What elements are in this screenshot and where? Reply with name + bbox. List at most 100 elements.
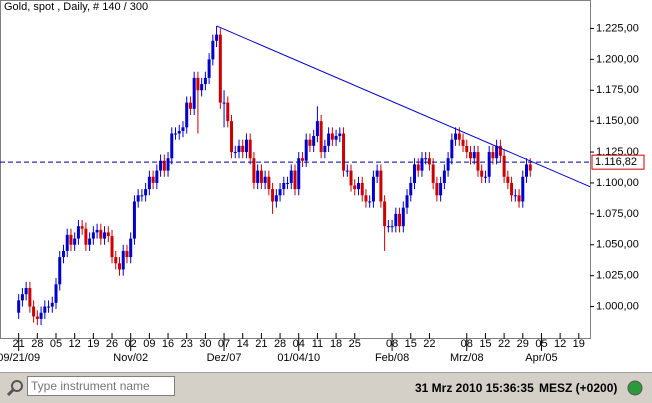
candle-body: [300, 158, 304, 161]
status-bar: 31 Mrz 2010 15:36:35 MESZ (+0200): [0, 372, 652, 403]
candle-body: [259, 170, 263, 183]
candle-body: [315, 121, 319, 136]
candle-body: [162, 160, 166, 171]
candle-body: [215, 34, 219, 41]
candle-body: [140, 195, 144, 197]
x-tick-label: 15: [479, 338, 491, 350]
candle-body: [461, 139, 465, 146]
candle-body: [420, 158, 424, 171]
candle-body: [353, 185, 357, 190]
candle-body: [177, 131, 181, 134]
candle-body: [483, 176, 487, 178]
plot-frame: [0, 0, 591, 339]
candle-body: [95, 229, 99, 233]
y-tick-label: 1.225,00: [596, 22, 639, 34]
candle-body: [401, 207, 405, 227]
candle-body: [84, 228, 88, 245]
candle-body: [375, 170, 379, 177]
x-tick-label: 11: [312, 338, 323, 350]
candle-body: [188, 102, 192, 109]
candle-body: [35, 316, 39, 319]
candle-body: [151, 176, 155, 183]
x-tick-label: 21: [255, 338, 267, 350]
candle-body: [47, 306, 51, 308]
candle-body: [58, 257, 62, 285]
candle-body: [457, 133, 461, 140]
candle-body: [76, 226, 80, 239]
x-tick-label: 28: [31, 338, 43, 350]
candle-body: [379, 170, 383, 202]
candle-body: [248, 139, 252, 159]
candle-body: [323, 145, 327, 153]
candle-body: [495, 145, 499, 159]
candle-body: [237, 145, 241, 153]
candle-body: [241, 145, 245, 153]
candle-body: [274, 195, 278, 202]
candle-body: [454, 133, 458, 140]
candle-body: [398, 213, 402, 227]
candle-body: [39, 312, 43, 319]
x-major-label: Mrz/08: [450, 352, 484, 364]
candle-body: [233, 152, 237, 154]
x-major-label: 01/04/10: [277, 352, 320, 364]
candle-body: [192, 77, 196, 109]
x-tick-label: 23: [181, 338, 193, 350]
candle-body: [525, 164, 529, 177]
candle-body: [360, 182, 364, 196]
candle-body: [487, 152, 491, 177]
x-tick-label: 29: [517, 338, 529, 350]
candle-body: [297, 158, 301, 190]
candle-body: [368, 201, 372, 203]
timezone: MESZ (+0200): [539, 381, 618, 395]
candle-body: [278, 189, 282, 196]
candle-body: [349, 170, 353, 186]
candle-body: [106, 232, 110, 237]
candle-body: [293, 170, 297, 190]
x-tick-label: 18: [330, 338, 342, 350]
candle-body: [435, 182, 439, 196]
chart: Gold, spot , Daily, # 140 / 300 1.000,00…: [0, 0, 652, 372]
x-tick-label: 12: [69, 338, 81, 350]
x-major-label: Nov/02: [113, 352, 148, 364]
candle-body: [312, 135, 316, 146]
x-tick-label: 14: [237, 338, 249, 350]
y-tick-label: 1.025,00: [596, 270, 639, 282]
candle-body: [88, 238, 92, 245]
candle-body: [308, 139, 312, 146]
y-tick-label: 1.175,00: [596, 84, 639, 96]
x-tick-label: 19: [573, 338, 585, 350]
y-tick-label: 1.100,00: [596, 177, 639, 189]
y-tick-label: 1.050,00: [596, 239, 639, 251]
candle-body: [319, 121, 323, 153]
candle-body: [69, 234, 73, 245]
candle-body: [465, 145, 469, 153]
candle-body: [196, 77, 200, 91]
candle-body: [263, 176, 267, 183]
search-input[interactable]: [27, 376, 175, 396]
candle-body: [267, 176, 271, 190]
price-label-box: [591, 154, 645, 170]
candle-body: [498, 145, 502, 156]
chart-title: Gold, spot , Daily, # 140 / 300: [4, 1, 148, 13]
candle-body: [521, 176, 525, 202]
candle-body: [43, 306, 47, 313]
candle-body: [244, 139, 248, 153]
x-tick-label: 22: [423, 338, 435, 350]
candle-body: [226, 102, 230, 122]
candle-body: [271, 189, 275, 202]
price-label: 1.116,82: [595, 156, 637, 168]
candle-body: [405, 195, 409, 208]
candle-body: [136, 195, 140, 202]
y-tick-label: 1.000,00: [596, 300, 639, 312]
candle-body: [327, 133, 331, 146]
candle-body: [506, 176, 510, 183]
candle-body: [155, 170, 159, 183]
candle-body: [121, 250, 125, 270]
candle-body: [528, 164, 532, 171]
candle-body: [480, 170, 484, 177]
candle-body: [132, 201, 136, 239]
candle-body: [181, 127, 185, 132]
candle-body: [476, 152, 480, 171]
candle-body: [334, 135, 338, 140]
